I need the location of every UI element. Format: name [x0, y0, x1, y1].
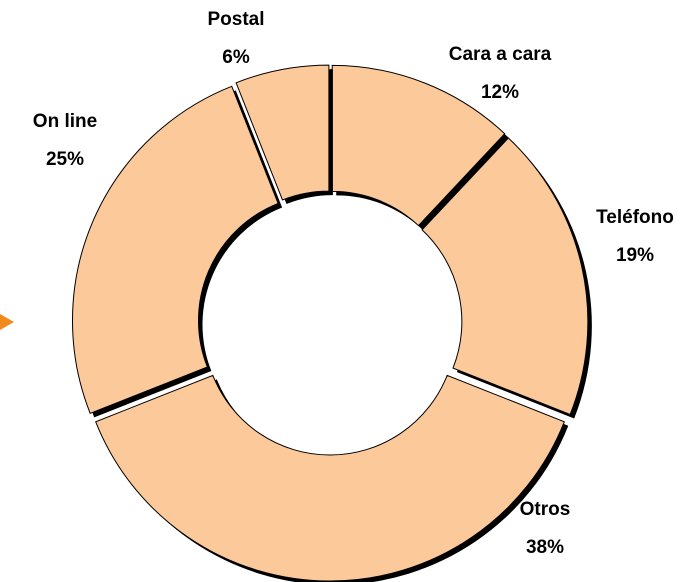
slice [421, 137, 589, 416]
slice-label: Postal [207, 9, 264, 30]
slice-label: Otros [520, 499, 571, 520]
slice-value-label: 25% [46, 149, 84, 170]
slice-value-label: 19% [616, 245, 654, 266]
slice [235, 64, 330, 201]
slice [95, 374, 565, 582]
slice-label: On line [33, 111, 97, 132]
slice-value-label: 6% [222, 47, 250, 68]
slice [72, 85, 279, 415]
slice-value-label: 12% [481, 82, 519, 103]
slice-label: Cara a cara [449, 44, 552, 65]
slice-value-label: 38% [526, 537, 564, 558]
arrow-decoration [0, 314, 14, 330]
slice [331, 64, 506, 227]
slice-label: Teléfono [596, 207, 674, 228]
